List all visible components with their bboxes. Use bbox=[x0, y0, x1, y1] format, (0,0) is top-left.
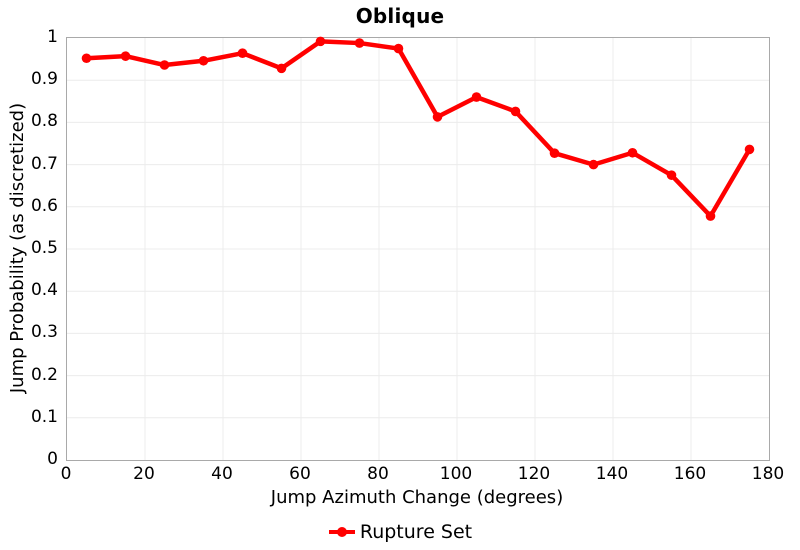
x-axis-label: Jump Azimuth Change (degrees) bbox=[270, 487, 564, 508]
y-tick-label: 0.5 bbox=[30, 238, 58, 258]
data-point-marker bbox=[237, 48, 248, 58]
data-point-marker bbox=[471, 92, 482, 102]
data-point-marker bbox=[705, 211, 716, 221]
y-tick-label: 0.7 bbox=[30, 153, 58, 174]
x-tick-label: 120 bbox=[517, 464, 551, 484]
x-tick-label: 60 bbox=[289, 464, 311, 484]
x-tick-label: 140 bbox=[595, 464, 629, 484]
x-tick-label: 40 bbox=[211, 464, 233, 484]
x-tick-label: 160 bbox=[673, 464, 707, 484]
data-point-marker bbox=[432, 112, 443, 122]
y-tick-label: 0.2 bbox=[30, 364, 58, 385]
y-tick-label: 0.6 bbox=[30, 195, 58, 216]
plot-area bbox=[66, 36, 770, 461]
data-point-marker bbox=[81, 53, 92, 64]
legend-line-marker-icon bbox=[328, 527, 355, 537]
data-point-marker bbox=[120, 51, 131, 61]
y-tick-label: 0 bbox=[47, 449, 58, 469]
y-tick-label: 1 bbox=[47, 27, 58, 47]
data-point-marker bbox=[588, 159, 599, 170]
x-tick-label: 20 bbox=[133, 464, 155, 484]
chart-title: Oblique bbox=[355, 4, 445, 28]
x-tick-label: 100 bbox=[439, 464, 473, 484]
data-point-marker bbox=[393, 43, 404, 54]
data-point-marker bbox=[315, 36, 326, 47]
data-point-marker bbox=[510, 106, 521, 117]
y-tick-label: 0.4 bbox=[30, 280, 58, 301]
legend-label: Rupture Set bbox=[359, 521, 473, 543]
data-point-marker bbox=[666, 170, 677, 180]
data-point-marker bbox=[276, 63, 287, 74]
data-point-marker bbox=[627, 147, 638, 158]
series-line bbox=[84, 39, 752, 219]
y-tick-label: 0.3 bbox=[30, 322, 58, 343]
data-point-marker bbox=[198, 55, 209, 66]
data-point-marker bbox=[549, 148, 560, 159]
legend: Rupture Set bbox=[0, 518, 800, 546]
y-tick-label: 0.1 bbox=[30, 406, 58, 427]
x-tick-label: 180 bbox=[751, 464, 785, 484]
y-tick-label: 0.8 bbox=[30, 111, 58, 132]
data-point-marker bbox=[354, 38, 365, 48]
x-tick-label: 0 bbox=[60, 464, 72, 484]
data-point-marker bbox=[159, 60, 170, 70]
y-tick-label: 0.9 bbox=[30, 69, 58, 90]
data-point-marker bbox=[744, 144, 755, 155]
plot-svg bbox=[67, 36, 769, 460]
x-tick-label: 80 bbox=[367, 464, 389, 484]
